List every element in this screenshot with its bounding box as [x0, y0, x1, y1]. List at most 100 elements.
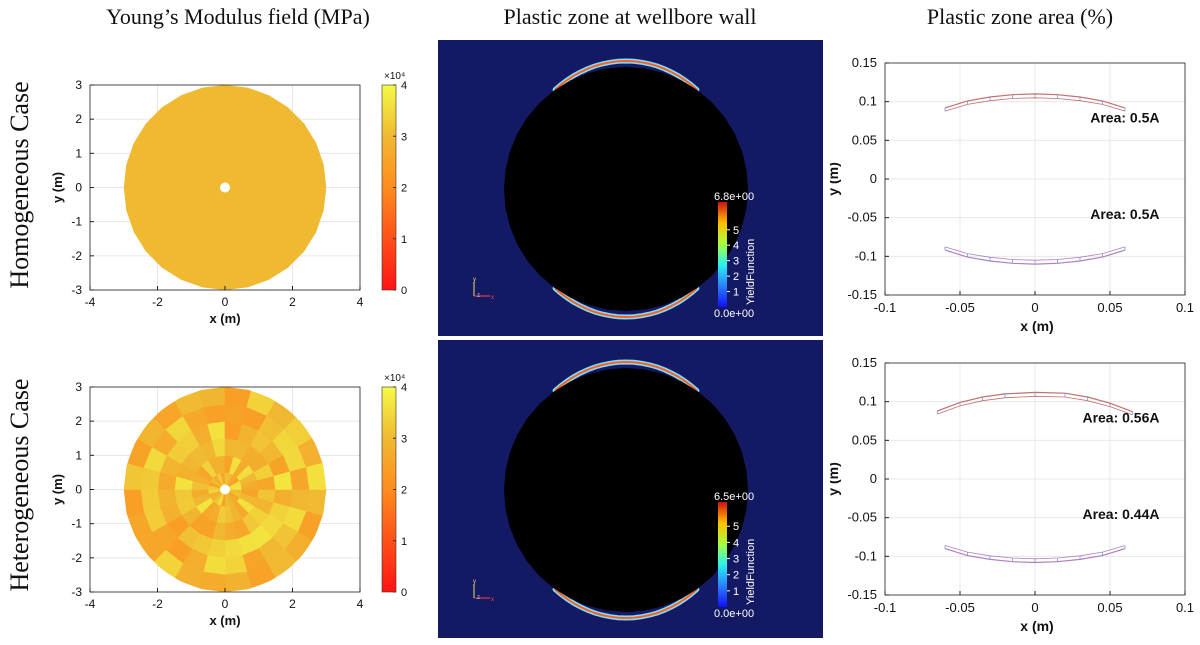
axes-glyph-z-label: z	[477, 293, 480, 299]
x-tick-label: -4	[85, 295, 96, 309]
title-youngs-modulus: Young’s Modulus field (MPa)	[106, 4, 370, 29]
chart-yield-homogeneous: 6.8e+00 0.0e+00 1 2 3 4 5 YieldFunction y z x	[438, 40, 823, 336]
axes-glyph-x-label: x	[491, 597, 494, 603]
modulus-cell	[123, 489, 144, 517]
row-label-homogeneous: Homogeneous Case	[5, 81, 34, 289]
y-tick-label: 1	[75, 448, 82, 462]
y-tick-label: -2	[71, 249, 82, 263]
plastic-zone-bottom-core	[554, 287, 698, 319]
title-plastic-zone-area: Plastic zone area (%)	[926, 4, 1114, 29]
x-tick-label: -4	[85, 597, 96, 611]
modulus-cell	[289, 467, 310, 490]
modulus-cell	[306, 489, 327, 517]
y-axis-label: y (m)	[830, 462, 841, 495]
yield-colorbar	[718, 202, 727, 307]
area-annotation-bottom: Area: 0.44A	[1082, 506, 1159, 522]
area-annotation-top: Area: 0.5A	[1090, 110, 1159, 126]
yield-colorbar	[718, 502, 727, 607]
axes-glyph-y-label: y	[473, 579, 476, 585]
wellbore-hole	[220, 182, 230, 193]
yield-colorbar-label: YieldFunction	[745, 539, 757, 605]
x-axis-label: x (m)	[1020, 318, 1053, 334]
x-tick-label: 0.1	[1176, 600, 1194, 615]
y-tick-label: 1	[75, 146, 82, 160]
axes-glyph-x-label: x	[491, 295, 494, 301]
row-label-heterogeneous: Heterogeneous Case	[5, 378, 34, 592]
yield-colorbar-min: 0.0e+00	[714, 608, 754, 620]
y-tick-label: 0.1	[859, 94, 877, 109]
y-tick-label: 0	[870, 471, 877, 486]
colorbar-exponent: ×10⁴	[384, 71, 405, 82]
colorbar-tick-label: 3	[401, 131, 407, 143]
x-tick-label: 0.1	[1176, 300, 1194, 315]
x-axis-label: x (m)	[209, 613, 240, 628]
modulus-cell	[198, 387, 226, 408]
x-tick-label: 0	[222, 597, 229, 611]
y-tick-label: -0.15	[847, 587, 877, 602]
colorbar-tick-label: 0	[401, 587, 407, 599]
y-tick-label: 2	[75, 112, 82, 126]
x-tick-label: 0	[222, 295, 229, 309]
chart-area-homogeneous: -0.1 -0.05 0 0.05 0.10.150.10.050-0.05-0.1-0…	[830, 55, 1194, 334]
colorbar-tick-label: 1	[401, 234, 407, 246]
y-tick-label: 2	[75, 414, 82, 428]
chart-yield-heterogeneous: 6.5e+00 0.0e+00 1 2 3 4 5 YieldFunction y z x	[438, 340, 823, 638]
yield-colorbar-min: 0.0e+00	[714, 308, 754, 320]
colorbar-exponent: ×10⁴	[384, 373, 405, 384]
modulus-cell	[224, 555, 248, 576]
modulus-cell	[198, 571, 226, 592]
y-tick-label: 3	[75, 380, 82, 394]
area-annotation-bottom: Area: 0.5A	[1090, 206, 1159, 222]
y-tick-label: -1	[71, 517, 82, 531]
yield-colorbar-label: YieldFunction	[745, 239, 757, 305]
yield-colorbar-tick-label: 2	[733, 570, 739, 582]
x-axis-label: x (m)	[209, 311, 240, 326]
modulus-cell	[306, 462, 327, 490]
x-tick-label: 4	[357, 295, 364, 309]
yield-colorbar-tick-label: 4	[733, 537, 739, 549]
y-tick-label: 0.05	[852, 132, 877, 147]
wellbore-hole	[220, 484, 230, 495]
x-tick-label: 0	[1031, 300, 1038, 315]
yield-colorbar-tick-label: 3	[733, 256, 739, 268]
x-tick-label: -2	[152, 295, 163, 309]
yield-colorbar-tick-label: 5	[733, 225, 739, 237]
plastic-zone-curve	[944, 249, 1126, 265]
y-tick-label: -0.1	[855, 248, 877, 263]
wellbore-disk	[504, 67, 748, 311]
plastic-zone-inner-curve	[944, 246, 1126, 261]
x-tick-label: -0.05	[945, 600, 975, 615]
y-tick-label: -0.05	[847, 210, 877, 225]
x-tick-label: -0.1	[874, 600, 896, 615]
modulus-cell	[224, 387, 252, 408]
yield-colorbar-tick-label: 1	[733, 586, 739, 598]
y-tick-label: 0.1	[859, 394, 877, 409]
x-axis-label: x (m)	[1020, 618, 1053, 634]
colorbar-tick-label: 0	[401, 285, 407, 297]
plastic-zone-bottom-core	[554, 588, 698, 620]
y-tick-label: -0.15	[847, 287, 877, 302]
yield-colorbar-tick-label: 4	[733, 240, 739, 252]
y-axis-label: y (m)	[50, 172, 65, 203]
y-tick-label: -0.05	[847, 510, 877, 525]
y-tick-label: -1	[71, 215, 82, 229]
x-tick-label: -2	[152, 597, 163, 611]
x-tick-label: 2	[289, 597, 296, 611]
y-tick-label: 0.15	[852, 55, 877, 70]
x-tick-label: 0.05	[1097, 300, 1122, 315]
modulus-cell	[224, 571, 252, 592]
yield-colorbar-tick-label: 3	[733, 554, 739, 566]
plastic-zone-inner-curve	[937, 395, 1133, 416]
y-axis-label: y (m)	[830, 162, 841, 195]
x-tick-label: -0.05	[945, 300, 975, 315]
y-tick-label: 3	[75, 78, 82, 92]
axes-glyph-z-label: z	[477, 595, 480, 601]
yield-colorbar-tick-label: 5	[733, 521, 739, 533]
y-tick-label: -0.1	[855, 548, 877, 563]
y-tick-label: 0	[75, 483, 82, 497]
title-plastic-zone-wall: Plastic zone at wellbore wall	[503, 4, 757, 29]
colorbar-tick-label: 4	[401, 382, 407, 394]
wellbore-disk	[504, 368, 748, 612]
